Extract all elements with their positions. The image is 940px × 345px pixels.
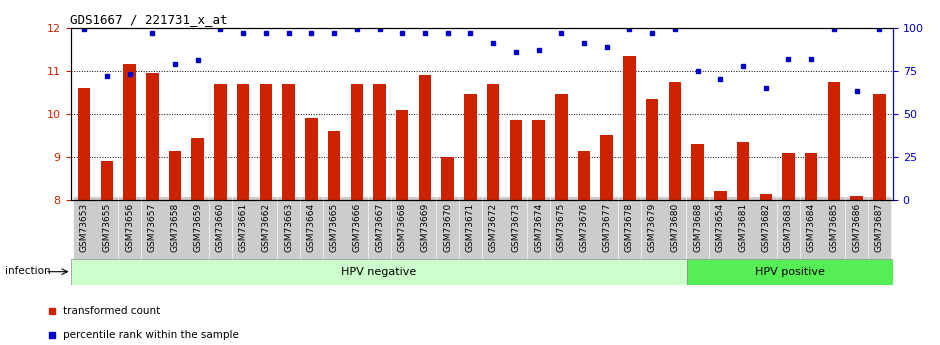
- Bar: [328, 131, 340, 200]
- Bar: [70, 259, 687, 285]
- Bar: [714, 191, 727, 200]
- Bar: [464, 95, 477, 200]
- Bar: [442, 157, 454, 200]
- Bar: [668, 81, 681, 200]
- Bar: [737, 142, 749, 200]
- Bar: [259, 84, 273, 200]
- Bar: [192, 138, 204, 200]
- Bar: [101, 161, 113, 200]
- Bar: [782, 152, 794, 200]
- Bar: [760, 194, 772, 200]
- Bar: [418, 75, 431, 200]
- Bar: [123, 64, 135, 200]
- Bar: [78, 88, 90, 200]
- Text: HPV positive: HPV positive: [755, 267, 825, 277]
- Bar: [532, 120, 545, 200]
- Bar: [237, 84, 249, 200]
- Text: transformed count: transformed count: [64, 306, 161, 316]
- Bar: [687, 259, 893, 285]
- Text: percentile rank within the sample: percentile rank within the sample: [64, 330, 240, 339]
- Bar: [578, 150, 590, 200]
- Bar: [169, 150, 181, 200]
- Bar: [691, 144, 704, 200]
- Text: GDS1667 / 221731_x_at: GDS1667 / 221731_x_at: [70, 13, 228, 27]
- Text: HPV negative: HPV negative: [341, 267, 416, 277]
- Bar: [805, 152, 818, 200]
- Bar: [282, 84, 295, 200]
- Bar: [351, 84, 363, 200]
- Bar: [646, 99, 658, 200]
- Bar: [396, 110, 409, 200]
- Bar: [851, 196, 863, 200]
- Bar: [509, 120, 522, 200]
- Bar: [555, 95, 568, 200]
- Bar: [487, 84, 499, 200]
- Bar: [306, 118, 318, 200]
- Bar: [214, 84, 227, 200]
- Bar: [146, 73, 159, 200]
- Bar: [828, 81, 840, 200]
- Bar: [373, 84, 385, 200]
- Bar: [873, 95, 885, 200]
- Bar: [601, 136, 613, 200]
- Bar: [623, 56, 635, 200]
- Text: infection: infection: [5, 266, 51, 276]
